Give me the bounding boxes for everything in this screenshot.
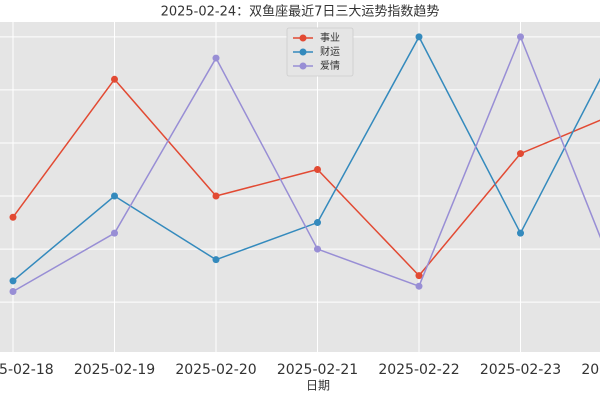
point xyxy=(111,192,118,200)
point xyxy=(517,229,524,237)
legend-marker xyxy=(299,34,307,42)
point xyxy=(111,75,118,83)
point xyxy=(314,245,321,253)
point xyxy=(9,277,17,285)
x-ticks: 2025-02-18 2025-02-19 2025-02-20 2025-02-21… xyxy=(0,362,600,378)
legend-label: 事业 xyxy=(320,31,340,44)
legend-label: 爱情 xyxy=(320,59,340,72)
legend-marker xyxy=(299,62,307,70)
legend-marker xyxy=(299,48,307,56)
legend-label: 财运 xyxy=(320,45,340,58)
point xyxy=(111,229,118,237)
x-tick-label: 2025-02-21 xyxy=(277,362,358,378)
point xyxy=(9,213,17,221)
point xyxy=(314,219,321,227)
lines xyxy=(9,33,600,296)
x-tick-label: 2025-02-23 xyxy=(480,362,561,378)
point xyxy=(517,150,524,158)
point xyxy=(415,282,423,290)
point xyxy=(415,272,423,280)
x-tick-label: 2025-02-22 xyxy=(378,362,459,378)
point xyxy=(212,54,220,62)
point xyxy=(517,33,524,41)
x-tick-label: 2025-02-20 xyxy=(175,362,256,378)
x-axis-label: 日期 xyxy=(306,379,330,393)
plot-area xyxy=(0,22,600,352)
point xyxy=(212,256,220,264)
point xyxy=(212,192,220,200)
x-tick-label: 2025-02-19 xyxy=(74,362,155,378)
x-tick-label: 2025-02-24 xyxy=(581,362,600,378)
point xyxy=(9,288,17,296)
point xyxy=(415,33,423,41)
x-tick-label: 2025-02-18 xyxy=(0,362,54,378)
chart-title: 2025-02-24：双鱼座最近7日三大运势指数趋势 xyxy=(161,4,440,20)
point xyxy=(314,165,321,173)
